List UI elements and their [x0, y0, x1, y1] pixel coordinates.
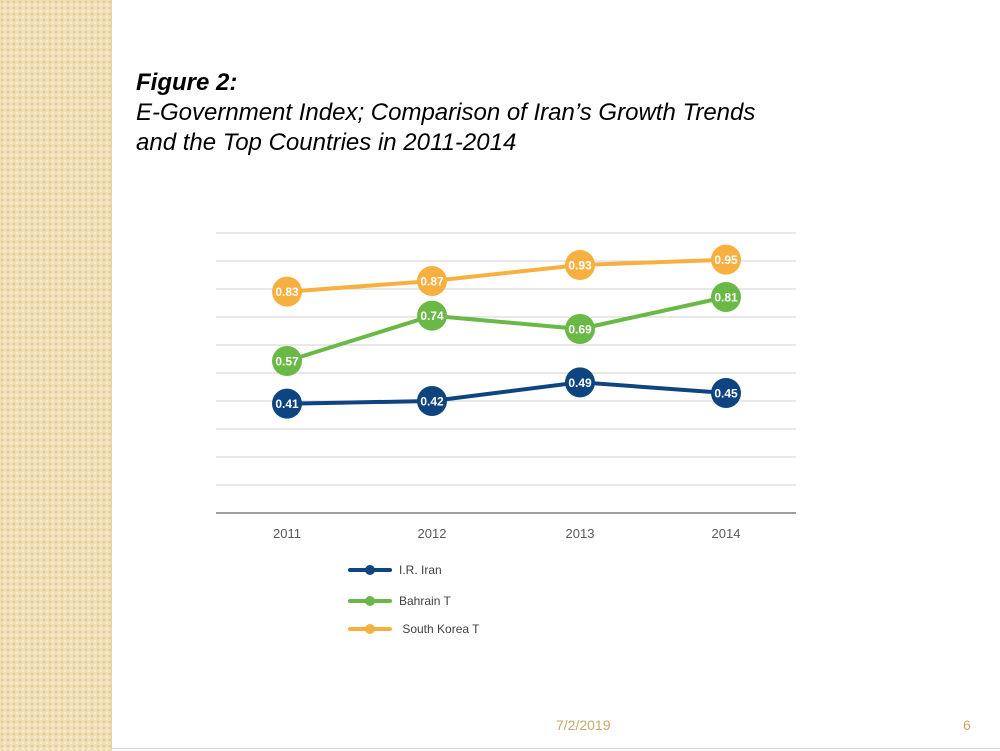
figure-label: Figure 2:	[136, 69, 238, 96]
data-label-south-korea-t: 0.95	[714, 253, 738, 267]
x-tick-label-2011: 2011	[273, 526, 301, 541]
data-point-i-r-iran	[711, 378, 741, 408]
data-point-south-korea-t	[565, 250, 595, 280]
data-label-i-r-iran: 0.42	[420, 395, 444, 409]
footer-date: 7/2/2019	[556, 717, 611, 733]
legend-label-bahrain-t: Bahrain T	[399, 594, 451, 608]
data-point-bahrain-t	[417, 300, 447, 331]
slide-bottom-border	[112, 748, 1000, 749]
title-line-1: E-Government Index; Comparison of Iran’s…	[136, 99, 756, 126]
data-label-south-korea-t: 0.87	[420, 275, 444, 289]
side-strip-edge	[111, 0, 112, 751]
x-tick-label-2012: 2012	[418, 526, 447, 541]
slide-title: Figure 2: E-Government Index; Comparison…	[136, 68, 856, 158]
legend-label-i-r-iran: I.R. Iran	[399, 563, 442, 577]
data-point-i-r-iran	[565, 367, 595, 398]
data-label-bahrain-t: 0.81	[714, 291, 738, 305]
data-point-bahrain-t	[565, 314, 595, 344]
series-line-i-r-iran	[285, 380, 728, 406]
series-line-south-korea-t	[285, 257, 728, 294]
footer-page-number: 6	[963, 717, 971, 733]
legend-marker-i-r-iran	[365, 565, 375, 575]
data-label-i-r-iran: 0.49	[568, 376, 592, 390]
data-point-bahrain-t	[272, 346, 302, 376]
data-point-south-korea-t	[417, 266, 447, 296]
data-label-bahrain-t: 0.74	[420, 309, 444, 323]
data-label-bahrain-t: 0.57	[275, 355, 299, 369]
data-label-south-korea-t: 0.83	[275, 285, 299, 299]
data-point-south-korea-t	[711, 244, 741, 275]
x-tick-label-2014: 2014	[712, 526, 741, 541]
data-label-bahrain-t: 0.69	[568, 323, 592, 337]
legend-marker-south-korea-t	[365, 624, 375, 634]
legend-label-south-korea-t: South Korea T	[399, 622, 480, 636]
data-point-i-r-iran	[272, 388, 302, 419]
legend-marker-bahrain-t	[365, 596, 375, 606]
data-label-i-r-iran: 0.41	[275, 397, 299, 411]
x-tick-label-2013: 2013	[566, 526, 595, 541]
data-point-bahrain-t	[711, 282, 741, 312]
data-label-south-korea-t: 0.93	[568, 259, 592, 273]
data-point-south-korea-t	[272, 276, 302, 307]
data-label-i-r-iran: 0.45	[714, 387, 738, 401]
series-line-bahrain-t	[285, 295, 728, 363]
data-point-i-r-iran	[417, 386, 447, 416]
title-line-2: and the Top Countries in 2011-2014	[136, 129, 517, 156]
decorative-side-strip	[0, 0, 111, 751]
